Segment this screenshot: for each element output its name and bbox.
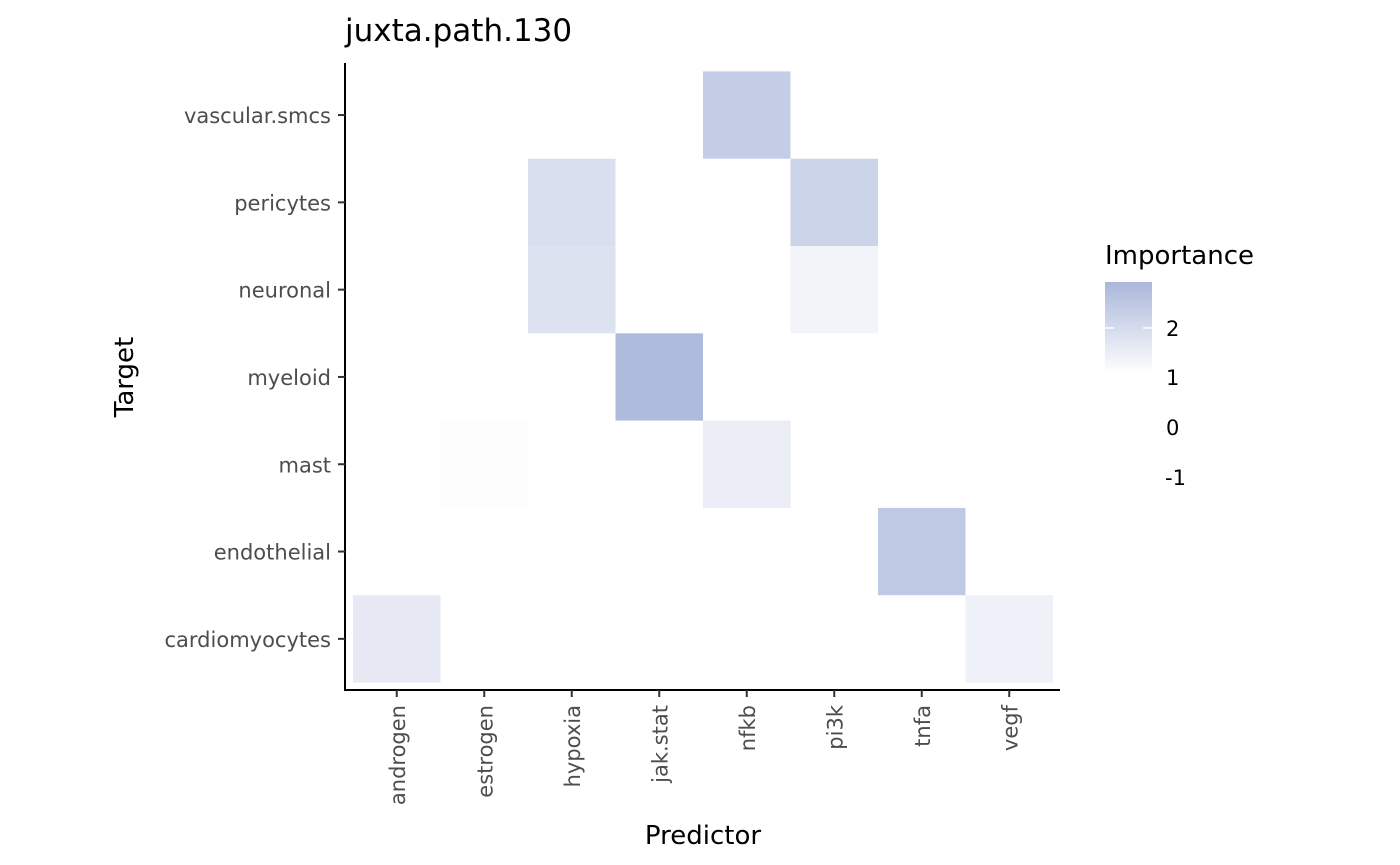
legend-label--1: -1 [1165, 466, 1186, 490]
heatmap-cell-hypoxia-pericytes [528, 158, 616, 246]
y-tick-label-endothelial: endothelial [214, 541, 331, 565]
heatmap-cell-jak.stat-myeloid [615, 333, 703, 421]
legend-title: Importance [1105, 241, 1254, 271]
x-tick-label-jak.stat: jak.stat [648, 705, 672, 784]
heatmap-cell-androgen-cardiomyocytes [353, 595, 441, 683]
heatmap-cell-estrogen-mast [440, 420, 528, 508]
x-tick-label-tnfa: tnfa [911, 705, 935, 747]
x-axis-title: Predictor [645, 821, 761, 851]
legend-label-1: 1 [1166, 366, 1179, 390]
y-tick-label-vascular.smcs: vascular.smcs [184, 104, 331, 128]
heatmap-cell-vegf-cardiomyocytes [965, 595, 1053, 683]
y-tick-label-neuronal: neuronal [238, 279, 331, 303]
chart-title: juxta.path.130 [344, 13, 572, 49]
heatmap-cells [353, 71, 1053, 683]
y-axis-title: Target [110, 337, 140, 418]
x-axis-ticks: androgen estrogen hypoxia jak.stat nfkb pi3k t… [386, 690, 1022, 805]
x-tick-label-vegf: vegf [998, 704, 1022, 751]
heatmap-cell-tnfa-endothelial [878, 507, 966, 596]
heatmap-cell-pi3k-neuronal [790, 246, 878, 334]
y-axis-ticks: cardiomyocytes endothelial mast myeloid neur… [165, 104, 345, 652]
y-tick-label-cardiomyocytes: cardiomyocytes [165, 628, 332, 652]
x-tick-label-pi3k: pi3k [823, 704, 847, 750]
heatmap-cell-nfkb-vascular.smcs [703, 71, 791, 159]
legend: Importance 2 1 0 -1 [1105, 241, 1254, 490]
heatmap-cell-nfkb-mast [703, 420, 791, 508]
y-tick-label-mast: mast [279, 453, 332, 477]
legend-ticks: 2 1 0 -1 [1105, 317, 1186, 490]
heatmap-cell-pi3k-pericytes [790, 158, 878, 246]
y-tick-label-pericytes: pericytes [234, 191, 331, 215]
x-tick-label-estrogen: estrogen [473, 705, 497, 798]
y-tick-label-myeloid: myeloid [247, 366, 331, 390]
x-tick-label-hypoxia: hypoxia [561, 705, 585, 787]
heatmap-cell-hypoxia-neuronal [528, 246, 616, 334]
legend-label-2: 2 [1166, 317, 1179, 341]
x-tick-label-androgen: androgen [386, 705, 410, 805]
x-tick-label-nfkb: nfkb [736, 705, 760, 751]
legend-label-0: 0 [1166, 416, 1179, 440]
